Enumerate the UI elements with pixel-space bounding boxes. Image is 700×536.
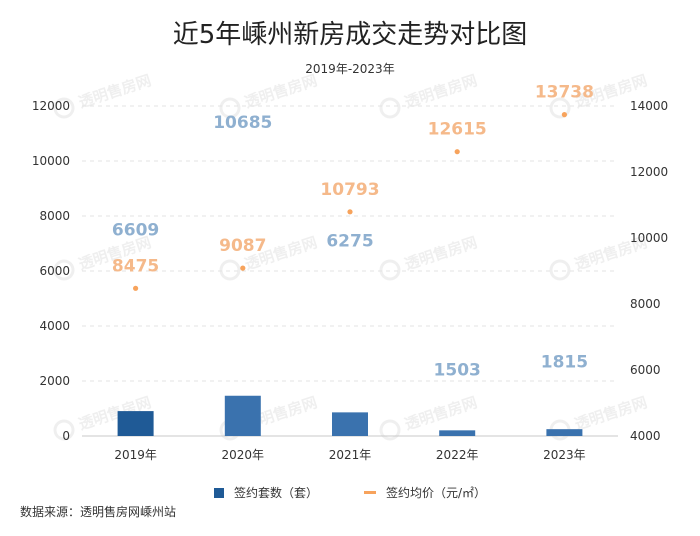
bar-value-label: 1815 (541, 352, 588, 372)
y-left-tick-label: 2000 (39, 374, 70, 388)
y-left-tick-label: 10000 (32, 154, 70, 168)
svg-text:透明售房网: 透明售房网 (572, 393, 649, 433)
legend-item-line[interactable]: 签约均价（元/㎡） (363, 484, 487, 501)
bar (546, 429, 583, 436)
line-point (561, 112, 568, 118)
x-tick-label: 2020年 (222, 448, 265, 462)
svg-text:透明售房网: 透明售房网 (402, 393, 479, 433)
y-right-tick-label: 8000 (630, 297, 661, 311)
y-left-tick-label: 12000 (32, 99, 70, 113)
legend-swatch-bar (213, 487, 224, 498)
chart-title: 近5年嵊州新房成交走势对比图 (172, 20, 528, 50)
y-left-tick-label: 8000 (39, 209, 70, 223)
bar-value-label: 1503 (434, 361, 481, 381)
y-right-tick-label: 14000 (630, 99, 668, 113)
y-left-tick-label: 0 (62, 429, 70, 443)
svg-text:透明售房网: 透明售房网 (402, 233, 479, 273)
line-value-label: 12615 (428, 120, 487, 140)
x-tick-label: 2022年 (436, 448, 479, 462)
line-point (454, 149, 460, 155)
watermark: 透明售房网 (379, 71, 479, 119)
watermark: 透明售房网 (379, 233, 479, 281)
x-tick-label: 2023年 (543, 448, 586, 462)
y-left-tick-label: 4000 (39, 319, 70, 333)
y-left-tick-label: 6000 (39, 264, 70, 278)
line-point (133, 285, 139, 291)
bar-value-label: 10685 (213, 113, 272, 133)
line-point (240, 265, 246, 271)
bar (332, 412, 368, 436)
y-right-tick-label: 10000 (630, 231, 668, 245)
y-right-tick-label: 4000 (630, 429, 661, 443)
x-tick-label: 2019年 (114, 448, 157, 462)
legend-item-bar[interactable]: 签约套数（套） (213, 484, 318, 501)
bar (224, 395, 261, 436)
data-source: 数据来源：透明售房网嵊州站 (20, 505, 177, 519)
bar-value-label: 6275 (326, 231, 373, 251)
legend-label-bar: 签约套数（套） (233, 486, 318, 500)
line-value-label: 8475 (112, 256, 159, 276)
bar (117, 411, 154, 436)
line-point (347, 209, 353, 215)
legend-label-line: 签约均价（元/㎡） (385, 486, 487, 500)
y-right-tick-label: 6000 (630, 363, 661, 377)
x-tick-label: 2021年 (329, 448, 372, 462)
legend-swatch-line (363, 491, 376, 494)
chart-subtitle: 2019年-2023年 (305, 62, 395, 76)
legend: 签约套数（套） 签约均价（元/㎡） (0, 484, 700, 501)
bar-value-label: 6609 (112, 220, 159, 240)
y-right-tick-label: 12000 (630, 165, 668, 179)
line-value-label: 13738 (535, 83, 594, 103)
line-value-label: 10793 (320, 180, 379, 200)
line-value-label: 9087 (219, 236, 266, 256)
bar (439, 430, 476, 436)
